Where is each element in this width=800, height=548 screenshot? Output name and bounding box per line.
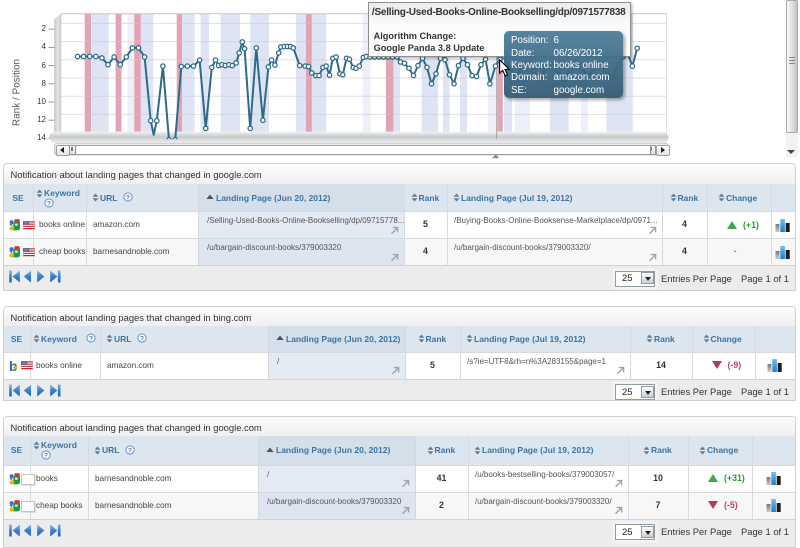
svg-text:?: ? bbox=[44, 453, 48, 460]
svg-text:?: ? bbox=[128, 448, 132, 455]
svg-text:b: b bbox=[9, 360, 18, 372]
svg-text:?: ? bbox=[89, 336, 93, 343]
svg-text:?: ? bbox=[126, 195, 130, 202]
svg-text:?: ? bbox=[140, 336, 144, 343]
svg-text:?: ? bbox=[47, 201, 51, 208]
